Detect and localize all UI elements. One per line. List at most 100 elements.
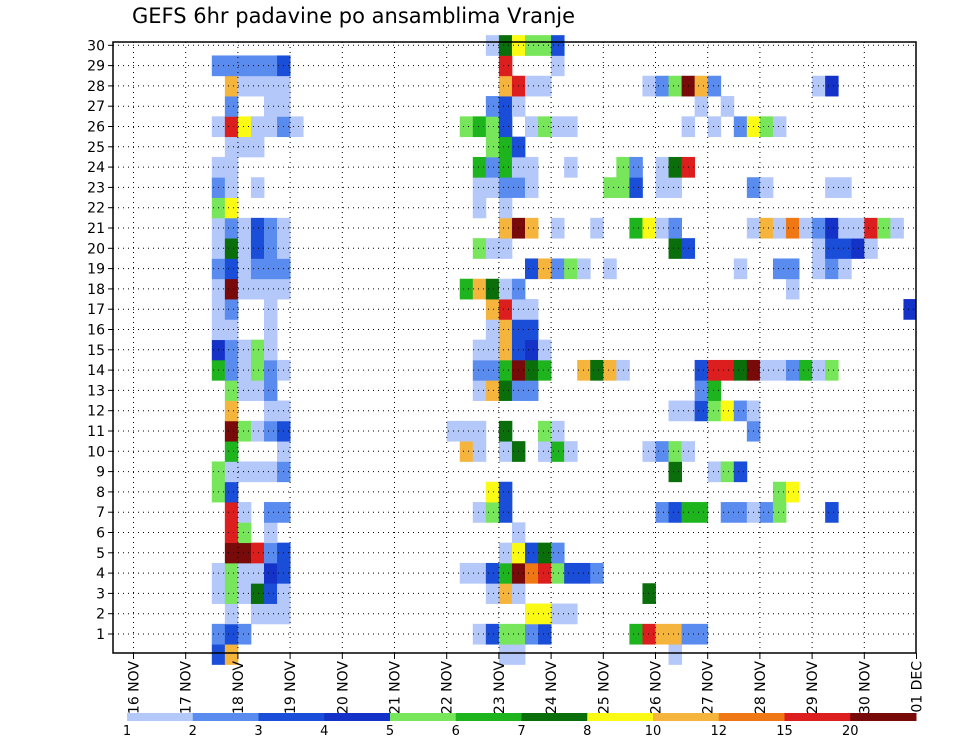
heatmap-cell [264,319,278,341]
heatmap-cell [720,502,735,523]
legend-swatch [587,713,654,721]
heatmap-cell [224,359,239,381]
heatmap-cell [472,238,487,259]
heatmap-cell [720,359,735,381]
heatmap-cell [759,177,774,198]
heatmap-cell [250,278,265,300]
heatmap-cell [485,339,500,361]
heatmap-cell [551,562,565,584]
heatmap-cell [903,299,916,320]
heatmap-cell [668,644,682,665]
heatmap-cell [224,380,239,401]
heatmap-cell [525,339,539,361]
heatmap-cell [668,238,682,259]
legend-swatch [258,713,325,721]
y-tick-label: 13 [87,383,105,399]
heatmap-cell [786,217,800,239]
x-tick-label: 30 NOV [857,661,873,715]
heatmap-cell [472,278,487,300]
x-tick-label: 23 NOV [492,661,508,715]
heatmap-cell [237,420,252,442]
heatmap-cell [694,75,709,97]
heatmap-cell [224,136,239,158]
heatmap-cell [668,441,682,462]
heatmap-cell [877,217,891,239]
heatmap-cell [564,116,578,138]
heatmap-cell [237,461,252,483]
heatmap-cell [237,583,252,604]
heatmap-cell [551,441,565,462]
x-tick-label: 16 NOV [127,661,143,715]
heatmap-cell [250,217,265,239]
heatmap-cell [538,359,552,381]
heatmap-cell [525,258,539,280]
heatmap-cell [551,217,565,239]
heatmap-cell [472,156,487,178]
heatmap-cell [237,542,252,564]
heatmap-cell [538,420,552,442]
heatmap-cell [772,116,787,138]
heatmap-cell [733,502,748,523]
heatmap-cell [224,197,239,219]
heatmap-cell [224,603,239,625]
y-tick-label: 28 [87,79,105,95]
heatmap-cell [250,136,265,158]
heatmap-cell [825,217,839,239]
heatmap-cell [224,502,239,523]
y-tick-label: 11 [87,424,105,440]
y-tick-label: 18 [87,282,105,298]
heatmap-cell [564,441,578,462]
heatmap-cell [472,359,487,381]
heatmap-cell [564,603,578,625]
y-tick-label: 20 [87,241,105,257]
y-tick-label: 1 [96,627,105,643]
heatmap-cell [551,542,565,564]
heatmap-cell [629,623,643,645]
heatmap-cell [224,339,239,361]
y-tick-label: 2 [96,607,105,623]
heatmap-cell [237,136,252,158]
x-tick-label: 27 NOV [701,661,717,715]
heatmap-cell [707,380,722,401]
heatmap-cell [825,238,839,259]
heatmap-cell [525,177,539,198]
heatmap-cell [224,441,239,462]
heatmap-cell [224,623,239,645]
heatmap-cell [694,502,709,523]
y-tick-label: 22 [87,201,105,217]
legend-label: 1 [123,724,131,739]
y-tick-label: 24 [87,160,105,176]
heatmap-cell [224,156,239,178]
heatmap-cell [459,562,474,584]
heatmap-cell [264,502,278,523]
heatmap-cell [472,623,487,645]
heatmap-cell [264,542,278,564]
heatmap-cell [538,623,552,645]
heatmap-cell [838,238,852,259]
legend-label: 6 [452,724,460,739]
x-tick-label: 24 NOV [544,661,560,715]
legend-label: 15 [776,724,793,739]
heatmap-cell [786,359,800,381]
heatmap-cell [825,359,839,381]
heatmap-cell [250,116,265,138]
heatmap-cell [485,623,500,645]
heatmap-cell [759,116,774,138]
x-tick-label: 17 NOV [179,661,195,715]
heatmap-cell [590,562,604,584]
heatmap-cell [655,502,669,523]
y-tick-label: 21 [87,221,105,237]
heatmap-cell [264,583,278,604]
heatmap-cell [511,644,526,665]
heatmap-cell [564,156,578,178]
heatmap-cell [237,502,252,523]
heatmap-cell [264,217,278,239]
legend-swatch [455,713,522,721]
heatmap-cell [250,562,265,584]
heatmap-cell [237,116,252,138]
heatmap-cell [720,96,735,117]
heatmap-cell [603,258,617,280]
x-tick-label: 19 NOV [283,661,299,715]
y-tick-label: 27 [87,99,105,115]
legend-swatch [850,713,917,721]
